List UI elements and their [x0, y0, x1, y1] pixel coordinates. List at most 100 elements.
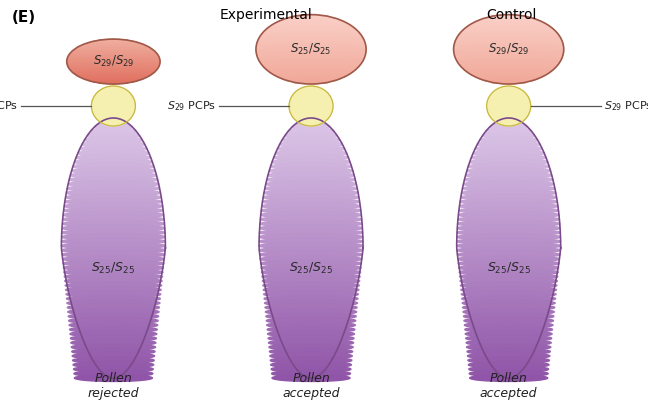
Ellipse shape — [75, 375, 152, 381]
Ellipse shape — [62, 233, 165, 240]
Ellipse shape — [257, 40, 365, 43]
Ellipse shape — [472, 74, 546, 76]
Ellipse shape — [462, 299, 555, 306]
Ellipse shape — [297, 119, 325, 126]
Ellipse shape — [490, 123, 527, 130]
Ellipse shape — [282, 137, 340, 144]
Ellipse shape — [471, 154, 546, 161]
Ellipse shape — [62, 238, 165, 245]
Ellipse shape — [256, 45, 366, 48]
Text: $S_{29}/S_{29}$: $S_{29}/S_{29}$ — [488, 42, 529, 57]
Ellipse shape — [67, 64, 159, 65]
Ellipse shape — [459, 207, 559, 214]
Ellipse shape — [461, 282, 557, 289]
Ellipse shape — [454, 52, 563, 55]
Ellipse shape — [263, 65, 359, 68]
Ellipse shape — [495, 119, 522, 126]
Ellipse shape — [98, 40, 128, 41]
Ellipse shape — [78, 150, 149, 157]
Ellipse shape — [91, 128, 136, 135]
Ellipse shape — [485, 79, 533, 82]
Ellipse shape — [257, 42, 365, 44]
Ellipse shape — [267, 322, 355, 328]
Ellipse shape — [461, 65, 557, 68]
Text: $S_{29}$ PCPs: $S_{29}$ PCPs — [604, 99, 648, 113]
Ellipse shape — [468, 357, 550, 364]
Ellipse shape — [260, 35, 362, 38]
Ellipse shape — [265, 304, 357, 311]
Ellipse shape — [76, 47, 151, 49]
Ellipse shape — [473, 150, 544, 157]
Ellipse shape — [62, 255, 165, 262]
Ellipse shape — [100, 119, 127, 126]
Ellipse shape — [73, 50, 154, 51]
Ellipse shape — [260, 211, 362, 218]
Ellipse shape — [69, 326, 157, 333]
Ellipse shape — [75, 159, 152, 166]
Ellipse shape — [465, 330, 552, 337]
Ellipse shape — [457, 247, 561, 254]
Ellipse shape — [264, 29, 358, 32]
Ellipse shape — [64, 207, 163, 214]
Text: $S_{25}/S_{25}$: $S_{25}/S_{25}$ — [91, 260, 135, 275]
Ellipse shape — [93, 40, 134, 42]
Ellipse shape — [69, 68, 157, 70]
Ellipse shape — [270, 353, 353, 359]
Ellipse shape — [256, 47, 366, 50]
Ellipse shape — [266, 181, 356, 188]
Ellipse shape — [266, 27, 356, 30]
Ellipse shape — [62, 225, 165, 232]
Ellipse shape — [72, 353, 155, 359]
Ellipse shape — [454, 44, 563, 46]
Ellipse shape — [487, 86, 531, 126]
Ellipse shape — [457, 233, 561, 240]
Ellipse shape — [63, 260, 164, 267]
Ellipse shape — [66, 291, 161, 298]
Ellipse shape — [469, 361, 549, 368]
Ellipse shape — [263, 194, 359, 201]
Ellipse shape — [459, 63, 558, 66]
Ellipse shape — [67, 58, 159, 60]
Ellipse shape — [457, 225, 560, 232]
Ellipse shape — [68, 66, 159, 68]
Ellipse shape — [272, 370, 351, 377]
Ellipse shape — [70, 172, 157, 179]
Ellipse shape — [467, 26, 551, 29]
Ellipse shape — [71, 335, 156, 342]
Text: Control: Control — [487, 8, 537, 22]
Ellipse shape — [454, 45, 564, 48]
Ellipse shape — [454, 49, 564, 51]
Ellipse shape — [85, 78, 142, 80]
Ellipse shape — [485, 17, 533, 20]
Ellipse shape — [266, 308, 356, 315]
Ellipse shape — [289, 86, 333, 126]
Ellipse shape — [265, 185, 357, 192]
Text: Experimental: Experimental — [219, 8, 312, 22]
Ellipse shape — [462, 295, 555, 302]
Ellipse shape — [285, 132, 337, 139]
Ellipse shape — [469, 366, 549, 373]
Ellipse shape — [457, 220, 560, 227]
Ellipse shape — [67, 295, 160, 302]
Ellipse shape — [65, 282, 161, 289]
Ellipse shape — [67, 57, 159, 58]
Ellipse shape — [68, 181, 159, 188]
Ellipse shape — [457, 36, 561, 39]
Ellipse shape — [260, 220, 362, 227]
Ellipse shape — [457, 255, 560, 262]
Ellipse shape — [259, 233, 363, 240]
Ellipse shape — [466, 339, 551, 346]
Ellipse shape — [69, 176, 157, 183]
Ellipse shape — [294, 15, 329, 18]
Ellipse shape — [458, 216, 559, 223]
Ellipse shape — [264, 299, 358, 306]
Ellipse shape — [259, 36, 363, 39]
Ellipse shape — [67, 299, 160, 306]
Ellipse shape — [62, 242, 165, 249]
Ellipse shape — [80, 145, 147, 152]
Ellipse shape — [71, 339, 156, 346]
Ellipse shape — [64, 203, 163, 210]
Ellipse shape — [262, 198, 360, 205]
Ellipse shape — [82, 141, 145, 148]
Text: $S_{25}$ PCPs: $S_{25}$ PCPs — [0, 99, 18, 113]
